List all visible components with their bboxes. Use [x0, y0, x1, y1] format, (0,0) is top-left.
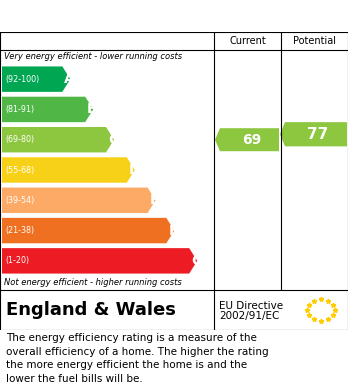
Polygon shape [280, 122, 347, 146]
Text: (1-20): (1-20) [5, 256, 29, 265]
Text: EU Directive: EU Directive [219, 301, 283, 311]
Text: Energy Efficiency Rating: Energy Efficiency Rating [8, 9, 229, 23]
Text: 2002/91/EC: 2002/91/EC [219, 311, 279, 321]
Text: 69: 69 [242, 133, 261, 147]
Polygon shape [2, 188, 156, 213]
Text: (55-68): (55-68) [5, 165, 34, 174]
Polygon shape [2, 127, 114, 152]
Text: F: F [168, 224, 178, 238]
Text: Current: Current [229, 36, 266, 46]
Text: England & Wales: England & Wales [6, 301, 176, 319]
Polygon shape [2, 66, 70, 92]
Text: (39-54): (39-54) [5, 196, 34, 205]
Text: Not energy efficient - higher running costs: Not energy efficient - higher running co… [4, 278, 182, 287]
Text: (92-100): (92-100) [5, 75, 39, 84]
Polygon shape [215, 128, 279, 151]
Polygon shape [2, 97, 93, 122]
Polygon shape [2, 157, 135, 183]
Text: D: D [129, 163, 140, 177]
Text: (81-91): (81-91) [5, 105, 34, 114]
Text: Very energy efficient - lower running costs: Very energy efficient - lower running co… [4, 52, 182, 61]
Text: A: A [64, 72, 75, 86]
Text: The energy efficiency rating is a measure of the
overall efficiency of a home. T: The energy efficiency rating is a measur… [6, 333, 269, 384]
Text: Potential: Potential [293, 36, 336, 46]
Text: E: E [150, 193, 159, 207]
Text: 77: 77 [307, 127, 328, 142]
Text: B: B [87, 102, 98, 117]
Text: (69-80): (69-80) [5, 135, 34, 144]
Polygon shape [2, 218, 174, 243]
Text: (21-38): (21-38) [5, 226, 34, 235]
Text: C: C [108, 133, 118, 147]
Text: G: G [191, 254, 203, 268]
Polygon shape [2, 248, 197, 274]
